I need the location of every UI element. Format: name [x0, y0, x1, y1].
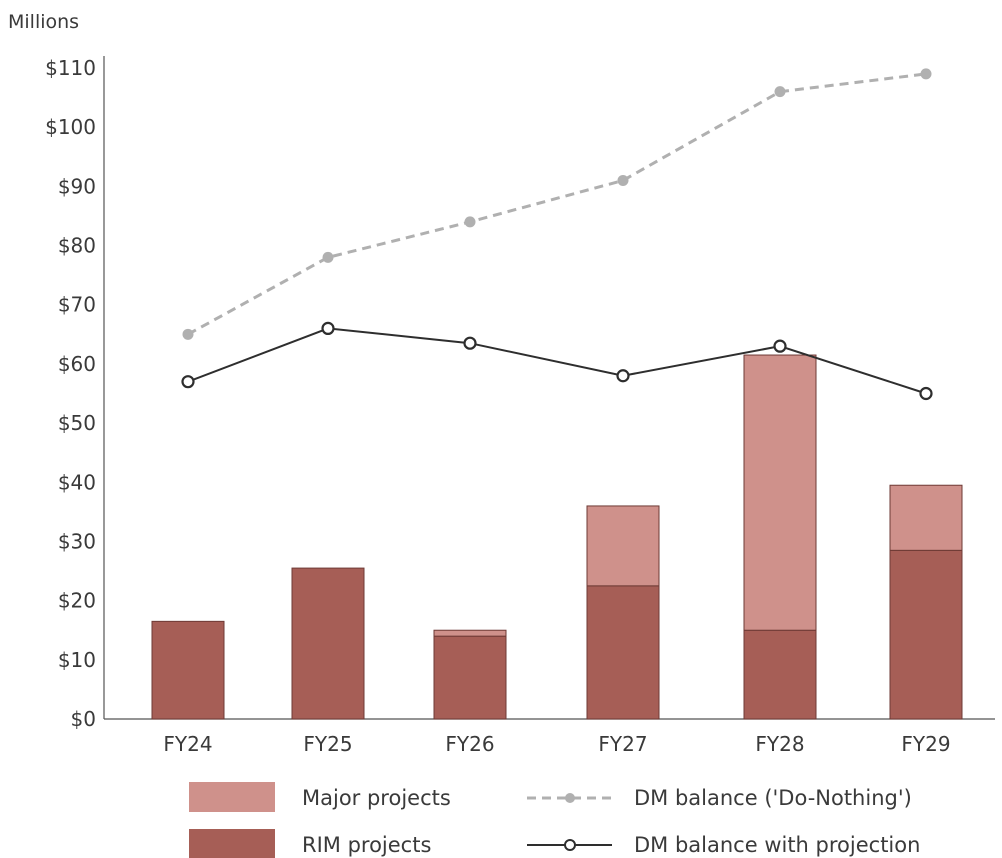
point-dm-balance-do-nothing: [464, 216, 476, 228]
line-dm-balance-with-projection: [187, 327, 927, 395]
y-tick-label: $40: [58, 470, 96, 494]
point-dm-balance-with-projection: [463, 336, 477, 350]
x-tick-label: FY26: [445, 732, 494, 756]
bar-rim-projects: [586, 585, 660, 720]
y-tick-label: $10: [58, 648, 96, 672]
y-tick-label: $0: [71, 707, 96, 731]
bar-rim-projects: [889, 549, 963, 720]
bar-rim-projects: [433, 635, 507, 720]
legend-swatch: [189, 782, 275, 812]
y-tick-label: $20: [58, 589, 96, 613]
bars: [151, 354, 963, 720]
bar-rim-projects: [743, 629, 817, 720]
point-dm-balance-do-nothing: [182, 328, 194, 340]
axes: $0 $10 $20 $30 $40 $50 $60 $70 $80 $90 $100 $110 FY2…: [45, 56, 995, 756]
bar-major-projects: [889, 484, 963, 551]
x-tick-label: FY24: [163, 732, 212, 756]
point-dm-balance-with-projection: [773, 339, 787, 353]
legend-label: DM balance with projection: [634, 833, 920, 857]
point-dm-balance-do-nothing: [617, 174, 629, 186]
y-tick-label: $60: [58, 352, 96, 376]
point-dm-balance-with-projection: [616, 369, 630, 383]
y-tick-label: $110: [45, 56, 96, 80]
legend-label: Major projects: [302, 786, 451, 810]
bar-major-projects: [743, 354, 817, 631]
unit-label: Millions: [8, 11, 79, 33]
y-tick-label: $80: [58, 234, 96, 258]
y-tick-label: $90: [58, 174, 96, 198]
legend-marker: [564, 839, 576, 851]
bar-major-projects: [586, 505, 660, 587]
y-tick-label: $30: [58, 529, 96, 553]
x-tick-label: FY29: [901, 732, 950, 756]
point-dm-balance-do-nothing: [322, 251, 334, 263]
y-tick-label: $50: [58, 411, 96, 435]
legend: Major projects RIM projects DM balance ('D…: [189, 782, 920, 858]
bar-rim-projects: [291, 567, 365, 720]
point-dm-balance-with-projection: [321, 321, 335, 335]
point-dm-balance-do-nothing: [920, 68, 932, 80]
point-dm-balance-do-nothing: [774, 86, 786, 98]
legend-marker: [565, 793, 575, 803]
lines: [181, 68, 933, 401]
legend-label: DM balance ('Do-Nothing'): [634, 786, 912, 810]
x-tick-label: FY28: [755, 732, 804, 756]
x-tick-label: FY27: [598, 732, 647, 756]
y-tick-label: $70: [58, 293, 96, 317]
bar-rim-projects: [151, 620, 225, 720]
line-dm-balance-do-nothing: [187, 72, 927, 336]
bar-major-projects: [433, 629, 507, 637]
legend-label: RIM projects: [302, 833, 431, 857]
point-dm-balance-with-projection: [181, 375, 195, 389]
point-dm-balance-with-projection: [919, 386, 933, 401]
legend-swatch: [189, 829, 275, 858]
x-tick-label: FY25: [303, 732, 352, 756]
y-tick-label: $100: [45, 115, 96, 139]
